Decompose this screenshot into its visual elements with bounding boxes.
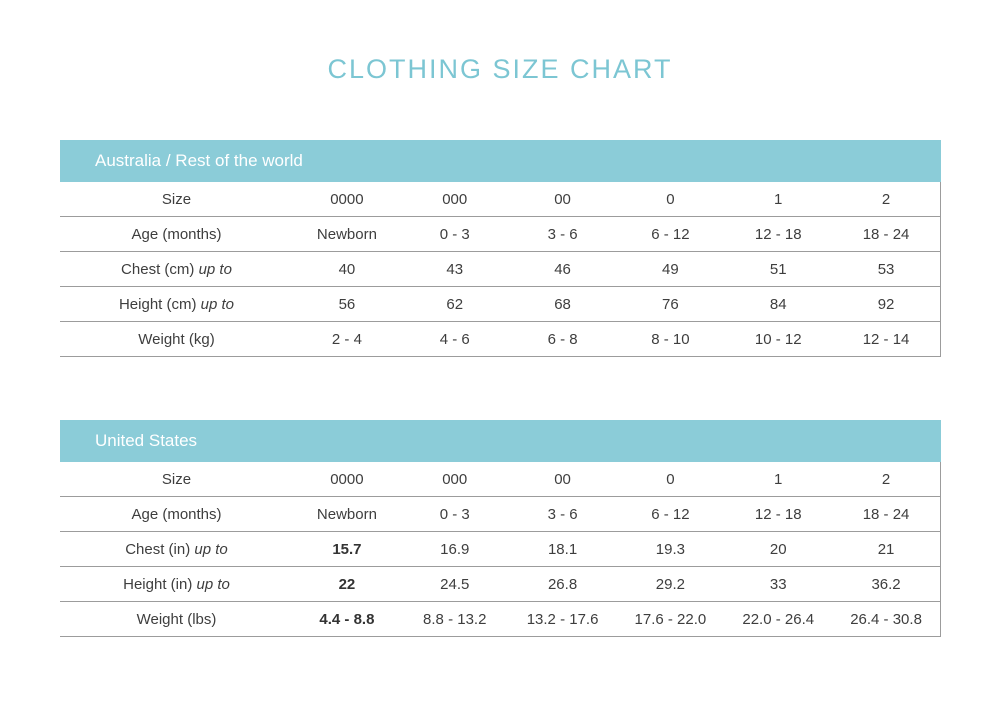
row-label: Height (cm) up to <box>118 295 235 313</box>
value-cell: 000 <box>442 190 468 208</box>
table-row: Age (months) Newborn 0 - 3 3 - 6 6 - 12 12 - … <box>60 217 940 252</box>
table-row: Chest (in) up to 15.7 16.9 18.1 19.3 20 21 <box>60 532 940 567</box>
value-cell: 1 <box>774 190 783 208</box>
value-cell: 26.8 <box>547 575 578 593</box>
value-cell: 68 <box>554 295 571 313</box>
row-label: Chest (in) up to <box>125 540 228 558</box>
row-label: Size <box>161 190 192 208</box>
row-label: Chest (cm) up to <box>121 260 232 278</box>
value-cell: 000 <box>442 470 468 488</box>
row-label-suffix: up to <box>200 295 235 313</box>
value-cell: 2 - 4 <box>331 330 362 348</box>
table-row: Size 0000 000 00 0 1 2 <box>60 182 940 217</box>
value-cell: Newborn <box>316 505 377 523</box>
value-cell: Newborn <box>316 225 377 243</box>
table-row: Weight (kg) 2 - 4 4 - 6 6 - 8 8 - 10 10 - 12 1… <box>60 322 940 357</box>
value-cell: 8 - 10 <box>651 330 690 348</box>
value-cell: 12 - 18 <box>754 225 802 243</box>
value-cell: 36.2 <box>871 575 901 593</box>
value-cell: 53 <box>877 260 895 278</box>
table-australia-rest-of-world: Australia / Rest of the world Size 0000 00… <box>60 140 941 357</box>
value-cell: 84 <box>769 295 787 313</box>
value-cell: 00 <box>554 190 571 208</box>
value-cell: 4.4 - 8.8 <box>319 610 375 628</box>
value-cell: 18 - 24 <box>862 225 910 243</box>
value-cell: 18.1 <box>547 540 578 558</box>
value-cell: 6 - 12 <box>651 225 690 243</box>
page-title: CLOTHING SIZE CHART <box>327 54 673 84</box>
row-label-suffix: up to <box>196 575 230 593</box>
table-row: Age (months) Newborn 0 - 3 3 - 6 6 - 12 12 - … <box>60 497 940 532</box>
value-cell: 22.0 - 26.4 <box>742 610 815 628</box>
value-cell: 2 <box>881 190 891 208</box>
row-label: Age (months) <box>131 225 222 243</box>
region-header-australia: Australia / Rest of the world <box>60 140 941 182</box>
table-row: Size 0000 000 00 0 1 2 <box>60 462 940 497</box>
value-cell: 17.6 - 22.0 <box>634 610 707 628</box>
value-cell: 51 <box>769 260 787 278</box>
value-cell: 24.5 <box>440 575 470 593</box>
row-label: Weight (kg) <box>138 330 215 348</box>
table-rows: Size 0000 000 00 0 1 2 Age (months) Newborn 0 - 3… <box>60 462 941 637</box>
value-cell: 0000 <box>330 190 364 208</box>
value-cell: 33 <box>769 575 787 593</box>
value-cell: 40 <box>338 260 356 278</box>
value-cell: 18 - 24 <box>862 505 910 523</box>
row-label: Height (in) up to <box>123 575 230 593</box>
table-row: Weight (lbs) 4.4 - 8.8 8.8 - 13.2 13.2 - 17… <box>60 602 940 637</box>
value-cell: 26.4 - 30.8 <box>850 610 922 628</box>
value-cell: 8.8 - 13.2 <box>423 610 487 628</box>
value-cell: 22 <box>338 575 356 593</box>
value-cell: 21 <box>877 540 895 558</box>
value-cell: 2 <box>881 470 891 488</box>
value-cell: 4 - 6 <box>439 330 470 348</box>
value-cell: 56 <box>338 295 356 313</box>
row-label-suffix: up to <box>198 260 232 278</box>
table-row: Chest (cm) up to 40 43 46 49 51 53 <box>60 252 940 287</box>
value-cell: 12 - 14 <box>862 330 910 348</box>
value-cell: 29.2 <box>655 575 685 593</box>
value-cell: 19.3 <box>655 540 685 558</box>
value-cell: 13.2 - 17.6 <box>526 610 599 628</box>
table-row: Height (cm) up to 56 62 68 76 84 92 <box>60 287 940 322</box>
value-cell: 43 <box>446 260 464 278</box>
value-cell: 10 - 12 <box>754 330 802 348</box>
value-cell: 00 <box>554 470 571 488</box>
value-cell: 3 - 6 <box>547 225 578 243</box>
value-cell: 46 <box>554 260 571 278</box>
value-cell: 12 - 18 <box>754 505 802 523</box>
value-cell: 92 <box>877 295 895 313</box>
value-cell: 20 <box>769 540 787 558</box>
row-label: Age (months) <box>131 505 222 523</box>
value-cell: 0000 <box>330 470 364 488</box>
table-rows: Size 0000 000 00 0 1 2 Age (months) Newborn 0 - 3… <box>60 182 941 357</box>
row-label: Weight (lbs) <box>136 610 217 628</box>
value-cell: 76 <box>662 295 679 313</box>
value-cell: 0 <box>666 190 675 208</box>
table-united-states: United States Size 0000 000 00 0 1 2 Age (month… <box>60 420 941 637</box>
value-cell: 49 <box>662 260 679 278</box>
value-cell: 16.9 <box>440 540 470 558</box>
row-label: Size <box>161 470 192 488</box>
value-cell: 0 <box>666 470 675 488</box>
value-cell: 62 <box>446 295 464 313</box>
value-cell: 6 - 12 <box>651 505 690 523</box>
value-cell: 0 - 3 <box>439 225 470 243</box>
region-header-united-states: United States <box>60 420 941 462</box>
table-row: Height (in) up to 22 24.5 26.8 29.2 33 36.2 <box>60 567 940 602</box>
value-cell: 0 - 3 <box>439 505 470 523</box>
row-label-suffix: up to <box>194 540 228 558</box>
value-cell: 3 - 6 <box>547 505 578 523</box>
value-cell: 1 <box>774 470 783 488</box>
value-cell: 6 - 8 <box>547 330 578 348</box>
value-cell: 15.7 <box>332 540 362 558</box>
